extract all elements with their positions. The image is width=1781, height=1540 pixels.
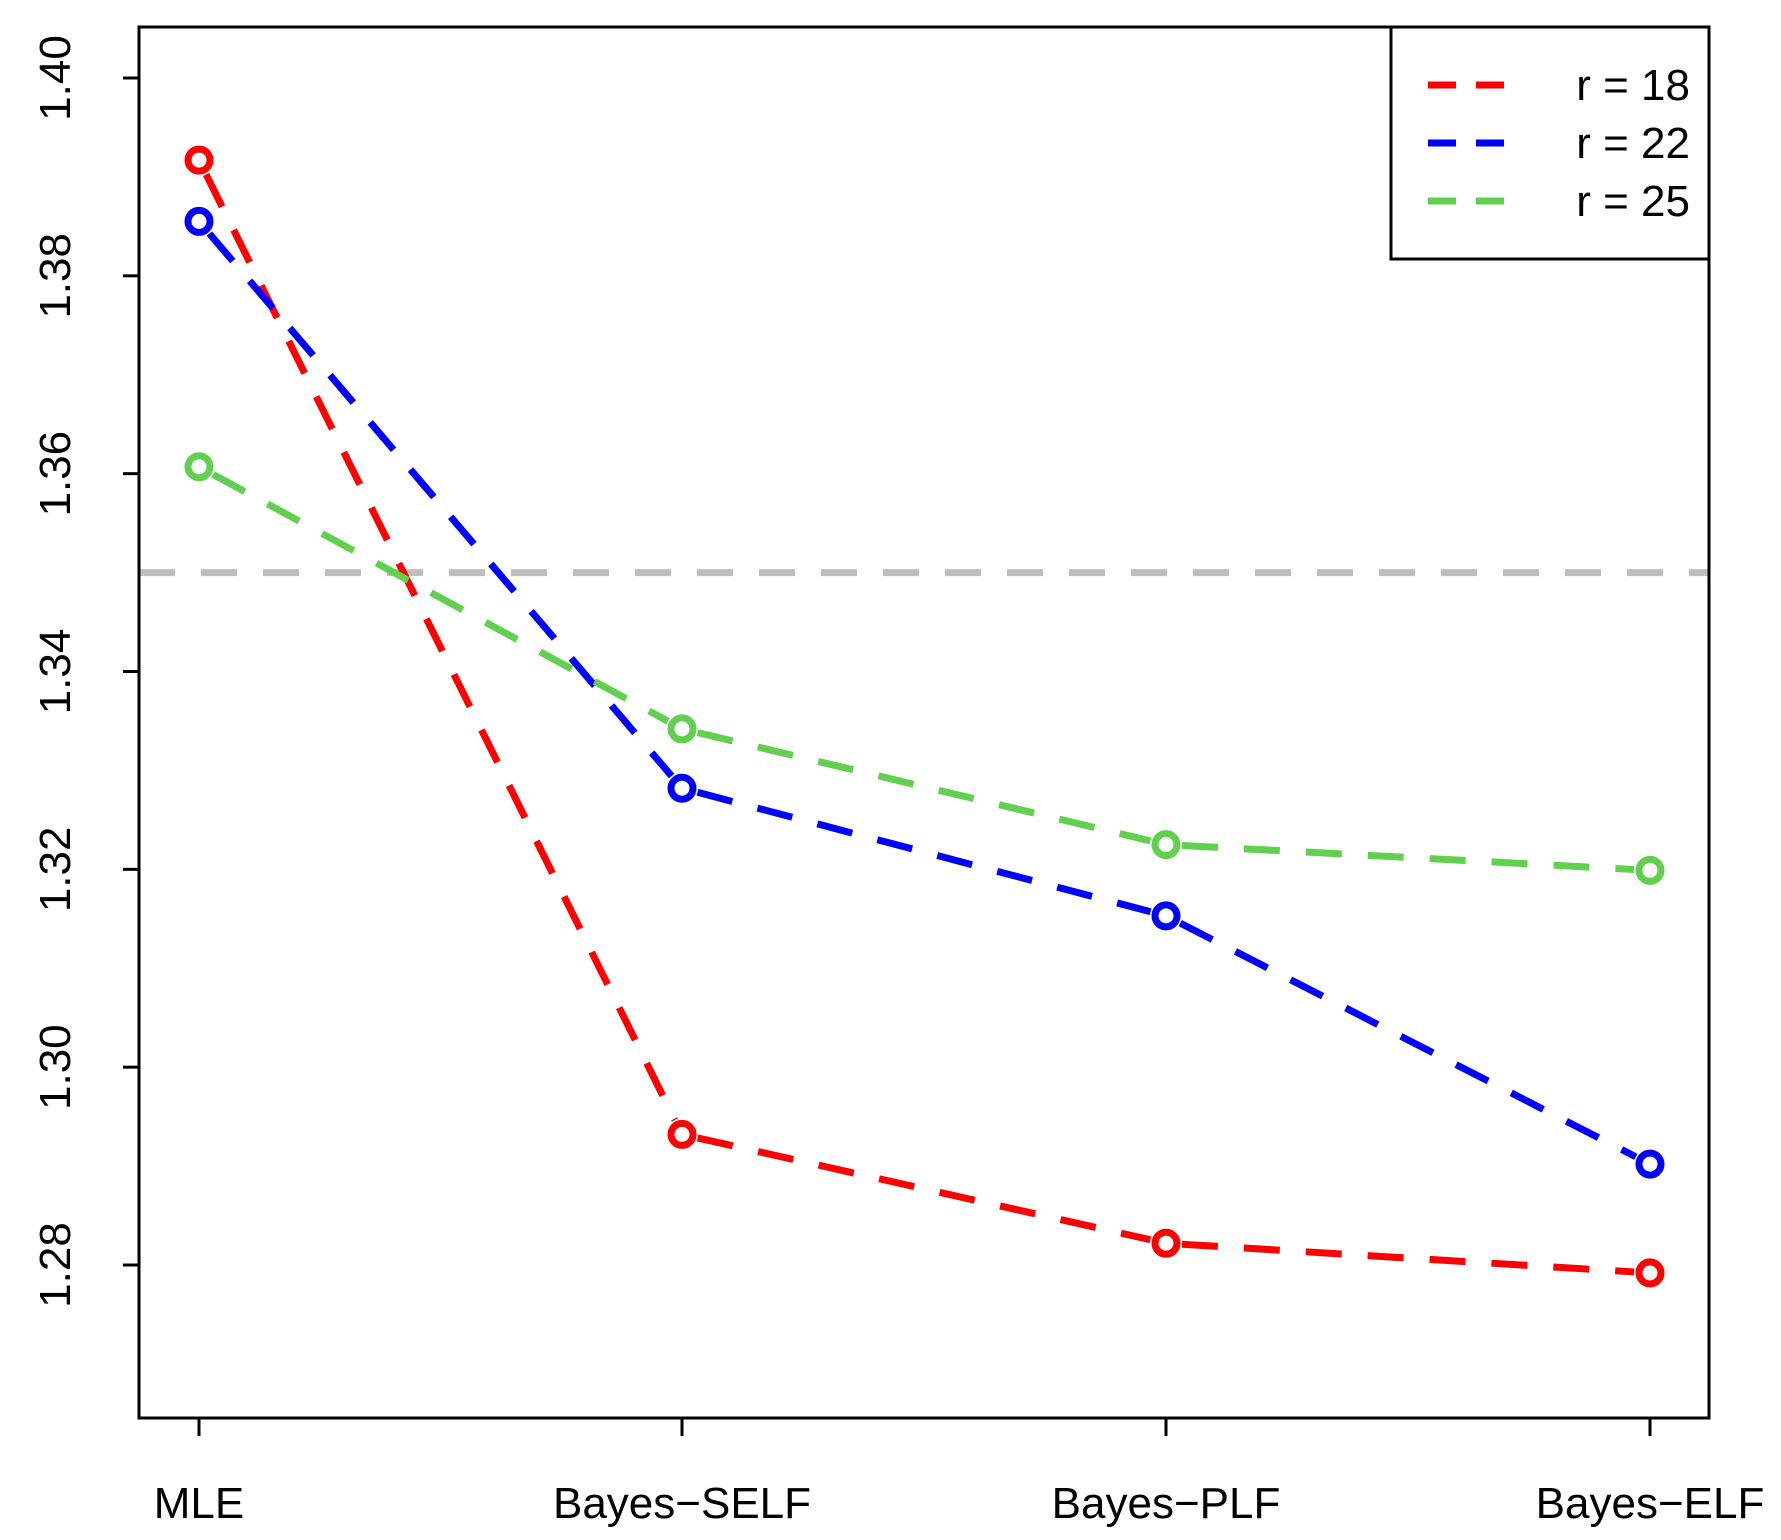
x-axis: MLE Bayes−SELF Bayes−PLF Bayes−ELF <box>154 1418 1765 1528</box>
y-tick-label: 1.38 <box>31 233 80 319</box>
series-1-point <box>1635 1258 1665 1288</box>
series-1-segment <box>696 1134 1152 1244</box>
y-tick-label: 1.36 <box>31 431 80 517</box>
plot-frame <box>137 25 1711 1420</box>
y-tick-label: 1.40 <box>31 35 80 121</box>
series-2 <box>184 206 1665 1179</box>
series-3-point <box>1635 855 1665 885</box>
x-tick-label: Bayes−ELF <box>1536 1479 1765 1528</box>
series-3-point <box>1151 830 1181 860</box>
legend-label: r = 25 <box>1576 177 1690 226</box>
series-3-point <box>184 452 214 482</box>
legend: r = 18 r = 22 r = 25 <box>1389 25 1711 261</box>
series-3-segment <box>696 729 1152 845</box>
series-1-segment <box>1181 1240 1635 1276</box>
series-2-segment <box>696 788 1152 916</box>
series-3-point <box>667 714 697 744</box>
series-3 <box>184 452 1665 885</box>
series-1 <box>184 145 1665 1288</box>
x-tick-label: MLE <box>154 1479 244 1528</box>
y-tick-label: 1.32 <box>31 827 80 913</box>
series-2-segment <box>206 231 675 779</box>
y-axis: 1.28 1.30 1.32 1.34 1.36 1.38 1.40 <box>31 35 139 1308</box>
series-3-segment <box>211 471 670 725</box>
y-tick-label: 1.28 <box>31 1222 80 1308</box>
series-3-segment <box>1181 841 1635 873</box>
legend-label: r = 22 <box>1576 119 1690 168</box>
series-2-point <box>667 773 697 803</box>
y-tick-label: 1.30 <box>31 1024 80 1110</box>
series-1-point <box>667 1119 697 1149</box>
series-layer <box>184 145 1665 1288</box>
series-1-point <box>184 145 214 175</box>
series-2-segment <box>1178 920 1638 1160</box>
series-2-point <box>1151 901 1181 931</box>
y-tick-label: 1.34 <box>31 629 80 715</box>
series-1-segment <box>202 172 679 1122</box>
x-tick-label: Bayes−SELF <box>553 1479 811 1528</box>
series-2-point <box>184 206 214 236</box>
legend-label: r = 18 <box>1576 61 1690 110</box>
x-tick-label: Bayes−PLF <box>1052 1479 1281 1528</box>
series-2-point <box>1635 1149 1665 1179</box>
series-1-point <box>1151 1228 1181 1258</box>
